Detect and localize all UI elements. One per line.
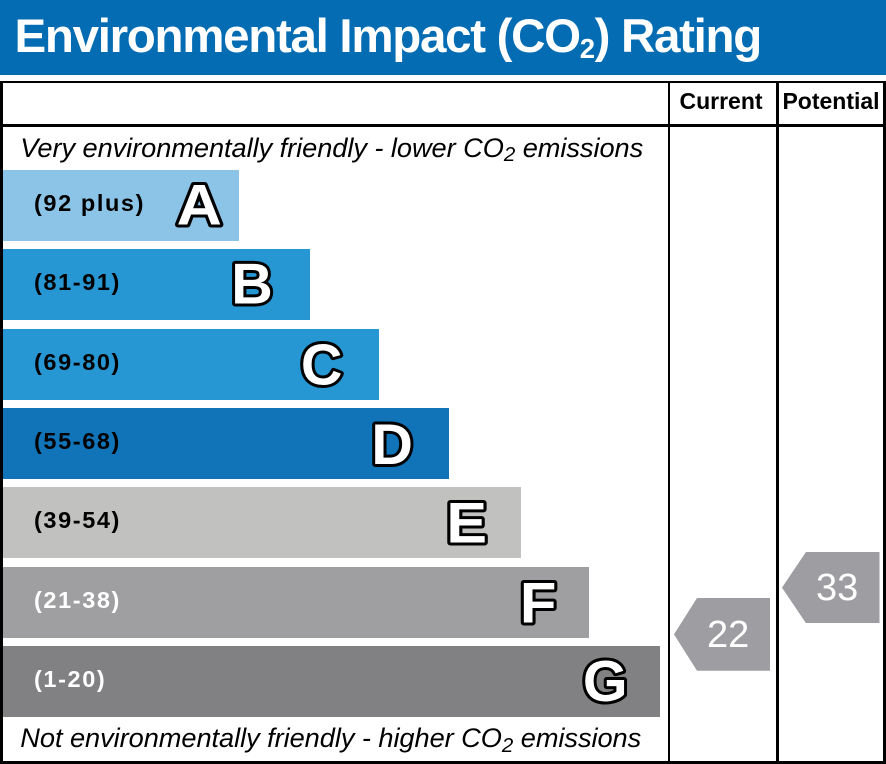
svg-text:G: G bbox=[583, 650, 628, 714]
svg-text:A: A bbox=[177, 173, 222, 237]
svg-text:F: F bbox=[520, 571, 557, 635]
svg-text:C: C bbox=[301, 333, 343, 397]
svg-text:E: E bbox=[446, 490, 487, 555]
svg-text:B: B bbox=[231, 253, 273, 317]
svg-text:D: D bbox=[371, 413, 413, 477]
